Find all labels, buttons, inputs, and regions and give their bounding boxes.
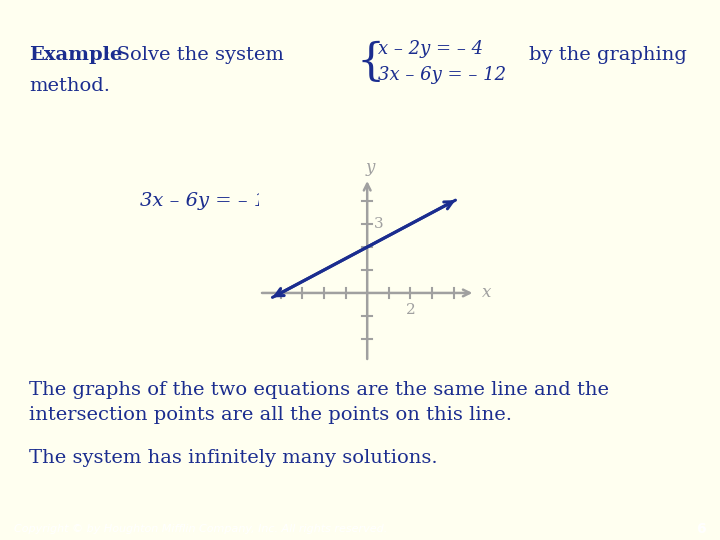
- Text: 2: 2: [405, 303, 415, 318]
- Text: intersection points are all the points on this line.: intersection points are all the points o…: [29, 406, 512, 424]
- Text: Example: Example: [29, 46, 122, 64]
- Text: The system has infinitely many solutions.: The system has infinitely many solutions…: [29, 449, 438, 467]
- Text: The graphs of the two equations are the same line and the: The graphs of the two equations are the …: [29, 381, 609, 399]
- Text: by the graphing: by the graphing: [529, 46, 687, 64]
- Text: method.: method.: [29, 77, 109, 94]
- Text: 3x – 6y = – 12: 3x – 6y = – 12: [378, 66, 506, 84]
- Text: 3x – 6y = – 12: 3x – 6y = – 12: [140, 192, 279, 210]
- Text: 3: 3: [374, 217, 383, 231]
- Text: y: y: [366, 159, 375, 176]
- Text: 6: 6: [696, 522, 706, 536]
- Text: x: x: [482, 285, 491, 301]
- Text: : Solve the system: : Solve the system: [104, 46, 284, 64]
- Text: Copyright © by Houghton Mifflin Company, Inc. All rights reserved.: Copyright © by Houghton Mifflin Company,…: [14, 524, 387, 534]
- Text: {: {: [356, 40, 384, 84]
- Text: x – 2y = – 4: x – 2y = – 4: [378, 40, 483, 58]
